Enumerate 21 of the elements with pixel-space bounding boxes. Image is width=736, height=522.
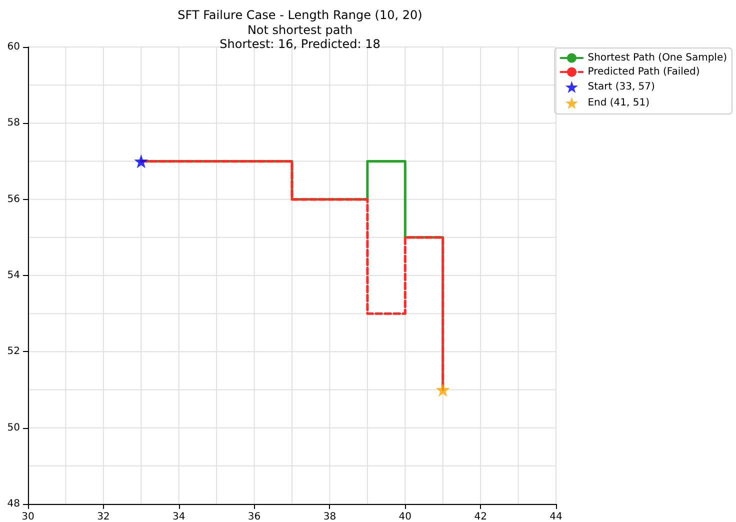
- legend-label: End (41, 51): [588, 98, 650, 108]
- legend-label: Predicted Path (Failed): [588, 66, 700, 78]
- x-tick-label: 30: [22, 512, 34, 522]
- y-tick-label: 54: [7, 270, 20, 281]
- x-tick-label: 34: [172, 512, 186, 522]
- x-tick-label: 44: [550, 512, 562, 522]
- chart-title: SFT Failure Case - Length Range (10, 20): [178, 8, 422, 22]
- x-tick-label: 32: [97, 512, 110, 522]
- x-tick-label: 42: [474, 512, 487, 522]
- y-tick-label: 58: [7, 118, 20, 129]
- legend-label: Start (33, 57): [588, 82, 656, 92]
- y-tick-label: 48: [7, 498, 20, 510]
- legend-label: Shortest Path (One Sample): [588, 52, 728, 64]
- x-tick-label: 40: [398, 512, 412, 522]
- chart-subtitle: Not shortest path Shortest: 16, Predicted: 18: [220, 23, 380, 51]
- x-tick-label: 36: [248, 512, 261, 522]
- y-tick-label: 60: [7, 42, 20, 52]
- y-tick-label: 50: [7, 422, 20, 434]
- x-tick-label: 38: [323, 512, 336, 522]
- y-tick-label: 52: [7, 346, 20, 358]
- y-tick-label: 56: [7, 194, 20, 205]
